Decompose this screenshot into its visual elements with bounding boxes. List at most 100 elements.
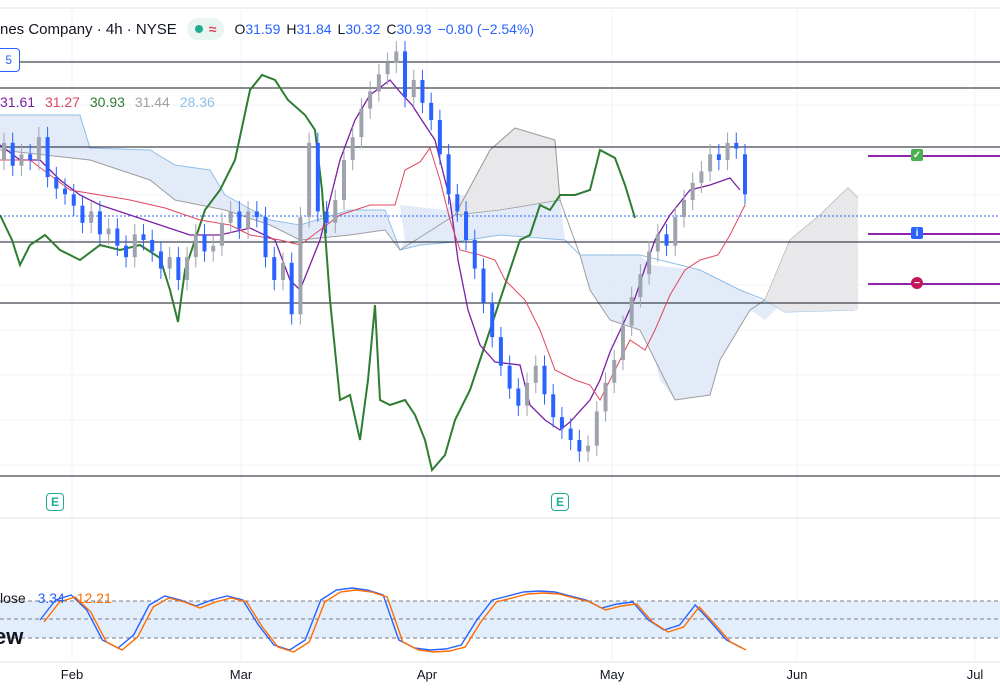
candle-body bbox=[385, 62, 390, 75]
candle-body bbox=[158, 251, 163, 269]
price-change: −0.80 (−2.54%) bbox=[437, 21, 535, 37]
candle-body bbox=[743, 154, 747, 195]
candle-body bbox=[185, 257, 190, 280]
candle-body bbox=[71, 194, 76, 206]
candle-body bbox=[193, 234, 198, 258]
candle-body bbox=[2, 142, 6, 160]
candle-body bbox=[673, 217, 678, 246]
tradingview-logo[interactable]: ew bbox=[0, 624, 24, 649]
candle-body bbox=[167, 257, 172, 269]
candle-body bbox=[725, 142, 730, 160]
candle-body bbox=[333, 200, 338, 223]
candle-body bbox=[176, 257, 181, 280]
candle-body bbox=[272, 257, 277, 280]
future-bear-cloud bbox=[765, 188, 858, 312]
candle-body bbox=[54, 177, 59, 189]
candle-body bbox=[219, 222, 224, 246]
candle-body bbox=[280, 262, 285, 280]
candle-body bbox=[664, 234, 669, 246]
right-marker-lines[interactable] bbox=[868, 155, 1000, 285]
candle-body bbox=[490, 302, 495, 338]
base-line bbox=[0, 146, 746, 401]
stop-icon[interactable]: − bbox=[911, 277, 923, 289]
stoch-d-value: 12.21 bbox=[76, 590, 112, 606]
span-b-line bbox=[0, 127, 859, 401]
stoch-k-value: 3.34 bbox=[37, 590, 65, 606]
candle-body bbox=[533, 365, 538, 383]
candle-body bbox=[612, 360, 617, 383]
candle-body bbox=[97, 211, 102, 235]
candle-body bbox=[690, 182, 695, 200]
market-open-dot-icon bbox=[194, 25, 203, 33]
candle-body bbox=[681, 200, 686, 218]
symbol-title[interactable]: nes Company · 4h · NYSE bbox=[0, 20, 177, 38]
earnings-icon[interactable]: E bbox=[46, 493, 64, 511]
candle-body bbox=[80, 205, 85, 223]
check-icon[interactable]: ✓ bbox=[911, 149, 923, 161]
stoch-name: lose bbox=[0, 590, 26, 606]
candle-body bbox=[315, 142, 320, 212]
candle-body bbox=[36, 137, 41, 160]
x-label-jun: Jun bbox=[786, 667, 808, 682]
candle-body bbox=[237, 211, 242, 229]
candle-body bbox=[359, 108, 364, 138]
ichimoku-legend[interactable]: 31.61 31.27 30.93 31.44 28.36 bbox=[0, 94, 221, 110]
x-label-feb: Feb bbox=[60, 667, 84, 682]
ohlc-high: H31.84 bbox=[286, 21, 332, 37]
candle-body bbox=[498, 337, 503, 366]
candle-body bbox=[202, 234, 207, 252]
stochastic-pane bbox=[0, 587, 1000, 653]
candle-body bbox=[542, 365, 547, 395]
candle-body bbox=[368, 91, 373, 109]
lagging-span-line bbox=[0, 73, 636, 473]
candle-body bbox=[289, 262, 294, 315]
candle-body bbox=[298, 217, 303, 315]
candle-body bbox=[525, 382, 530, 406]
market-status-pill[interactable]: ≈ bbox=[186, 18, 225, 40]
candle-body bbox=[124, 245, 129, 258]
candle-body bbox=[376, 74, 381, 92]
bull-cloud bbox=[0, 115, 785, 400]
ohlc-close: C30.93 bbox=[386, 21, 432, 37]
candle-body bbox=[341, 160, 346, 200]
candle-body bbox=[464, 211, 469, 240]
lead-b-value: 31.44 bbox=[134, 94, 170, 110]
candle-body bbox=[568, 428, 573, 440]
candle-body bbox=[132, 234, 137, 258]
x-label-mar: Mar bbox=[229, 667, 253, 682]
candle-body bbox=[403, 51, 408, 98]
candle-body bbox=[106, 228, 111, 235]
x-label-jul: Jul bbox=[966, 667, 984, 682]
candle-body bbox=[647, 251, 652, 275]
bear-cloud bbox=[454, 127, 561, 216]
candle-body bbox=[551, 394, 556, 418]
indicator-count-badge[interactable]: 5 bbox=[0, 48, 20, 72]
candle-body bbox=[708, 154, 713, 172]
legend-header: nes Company · 4h · NYSE ≈ O31.59 H31.84 … bbox=[0, 18, 534, 40]
stoch-d-line bbox=[43, 589, 747, 653]
grid-lines bbox=[0, 10, 1000, 660]
conversion-line bbox=[0, 79, 741, 431]
candle-body bbox=[150, 240, 155, 252]
lead-a-value: 28.36 bbox=[179, 94, 215, 110]
future-cloud bbox=[765, 188, 858, 312]
candle-body bbox=[141, 234, 146, 240]
candle-body bbox=[577, 440, 582, 452]
candle-body bbox=[254, 211, 259, 218]
candle-body bbox=[586, 445, 591, 452]
candle-body bbox=[350, 137, 355, 160]
x-label-apr: Apr bbox=[416, 667, 438, 682]
candle-body bbox=[516, 388, 521, 406]
candles bbox=[2, 41, 747, 462]
earnings-icon[interactable]: E bbox=[551, 493, 569, 511]
candle-body bbox=[63, 188, 68, 195]
candle-body bbox=[19, 154, 24, 166]
stochastic-legend[interactable]: lose 3.34 12.21 bbox=[0, 590, 112, 606]
candle-body bbox=[446, 154, 451, 195]
candle-body bbox=[655, 234, 660, 252]
info-icon[interactable]: i bbox=[911, 227, 923, 239]
indicator-lines bbox=[0, 73, 746, 473]
x-label-may: May bbox=[599, 667, 625, 682]
candle-body bbox=[394, 51, 399, 63]
